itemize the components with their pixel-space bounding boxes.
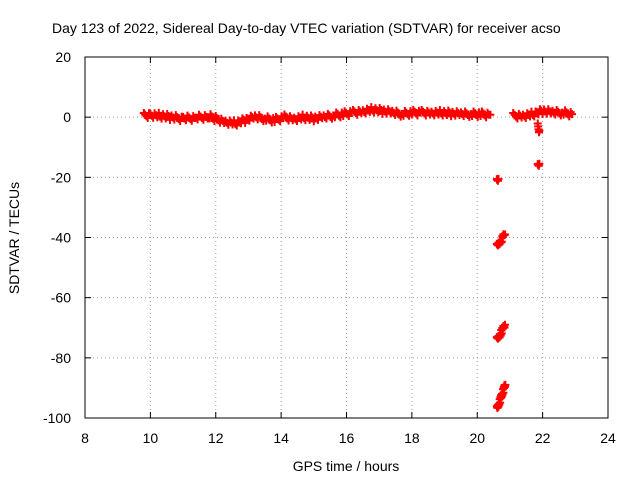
y-tick-label: -80 [51,350,71,366]
x-tick-label: 18 [404,430,420,446]
y-tick-label: -40 [51,230,71,246]
x-tick-label: 14 [273,430,289,446]
data-point [154,108,163,117]
x-tick-label: 16 [339,430,355,446]
x-tick-label: 22 [535,430,551,446]
data-point [501,380,510,389]
y-tick-label: -20 [51,169,71,185]
y-tick-label: -60 [51,290,71,306]
x-tick-label: 20 [469,430,485,446]
x-tick-label: 12 [208,430,224,446]
data-point [486,110,495,119]
x-tick-label: 10 [143,430,159,446]
data-point [568,110,577,119]
data-point [501,320,510,329]
x-axis-label: GPS time / hours [293,458,400,474]
y-tick-label: -100 [43,410,71,426]
y-tick-label: 20 [55,49,71,65]
data-point [494,174,503,183]
data-point [535,159,544,168]
data-series-sdtvar [139,103,577,412]
chart-title: Day 123 of 2022, Sidereal Day-to-day VTE… [52,20,561,36]
data-point [535,126,544,135]
x-tick-label: 8 [81,430,89,446]
axis-ticks: 8 10 12 14 16 18 20 22 24 -100 -80 -60 -40 -20 0 20 [43,49,616,446]
data-point [501,230,510,239]
y-axis-label: SDTVAR / TECUs [6,182,22,294]
y-tick-label: 0 [63,109,71,125]
x-tick-label: 24 [600,430,616,446]
